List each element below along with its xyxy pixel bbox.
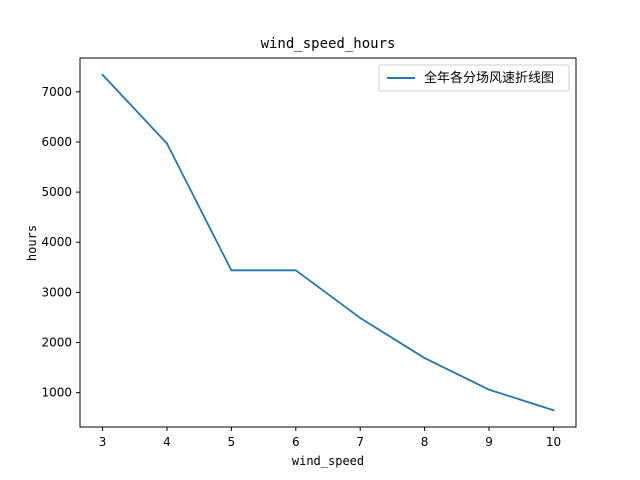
x-tick-label: 10: [546, 435, 561, 449]
y-tick-label: 2000: [41, 336, 72, 350]
legend-box: [378, 64, 570, 92]
data-point: [552, 409, 555, 412]
x-tick-label: 4: [163, 435, 171, 449]
data-point: [294, 269, 297, 272]
legend-label: 全年各分场风速折线图: [424, 70, 554, 86]
y-tick-label: 5000: [41, 185, 72, 199]
x-tick-label: 3: [99, 435, 107, 449]
data-point: [423, 357, 426, 359]
y-tick-label: 3000: [41, 285, 72, 299]
x-tick-label: 6: [292, 435, 300, 449]
y-axis-label: hours: [25, 225, 39, 261]
y-tick-label: 1000: [41, 386, 72, 400]
data-point: [230, 269, 233, 272]
data-point: [488, 388, 490, 391]
x-tick-label: 7: [356, 435, 364, 449]
y-tick-label: 7000: [41, 85, 72, 99]
series-line: [101, 73, 555, 412]
x-tick-label: 5: [228, 435, 236, 449]
plot-area: 3 4 5 6 7 8 9 10 1000 2000 3000 4000 5000 6000 7000: [41, 57, 577, 449]
chart-title: wind_speed_hours: [261, 36, 396, 52]
y-tick-label: 6000: [41, 135, 72, 149]
data-point: [359, 317, 362, 319]
x-axis-label: wind_speed: [292, 454, 364, 468]
legend: 全年各分场风速折线图: [378, 64, 570, 92]
data-point: [101, 73, 104, 76]
y-tick-label: 4000: [41, 235, 72, 249]
x-tick-label: 9: [485, 435, 493, 449]
x-tick-label: 8: [421, 435, 429, 449]
data-point: [166, 142, 168, 145]
